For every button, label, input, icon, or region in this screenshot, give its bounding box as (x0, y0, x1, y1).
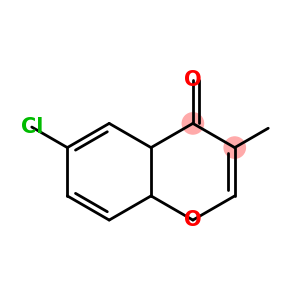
Text: O: O (184, 70, 202, 90)
Text: O: O (184, 210, 202, 230)
Circle shape (182, 113, 203, 134)
Circle shape (224, 137, 245, 158)
Text: Cl: Cl (21, 117, 43, 137)
